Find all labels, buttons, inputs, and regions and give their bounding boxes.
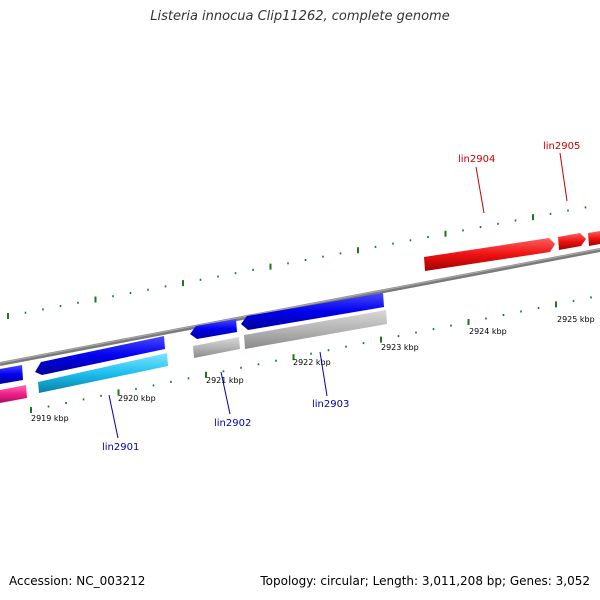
gene-label-lin2904[interactable]: lin2904	[458, 154, 495, 165]
tick-row-upper	[7, 206, 587, 319]
gene-lin2905-arrow[interactable]	[558, 233, 586, 250]
tick-label-2919: 2919 kbp	[31, 414, 69, 423]
tick-label-2923: 2923 kbp	[381, 343, 419, 352]
leader-lin2901	[108, 394, 119, 439]
gene-cyan-block[interactable]	[38, 353, 168, 393]
gene-gray-block-2[interactable]	[244, 310, 387, 349]
gene-label-lin2903[interactable]: lin2903	[312, 399, 349, 410]
gene-pink-block[interactable]	[0, 385, 27, 403]
leader-lin2904	[475, 166, 485, 214]
leader-lin2905	[559, 152, 568, 202]
tick-row-lower	[30, 296, 592, 413]
tick-label-2921: 2921 kbp	[206, 376, 244, 385]
gene-gray-block-1[interactable]	[193, 337, 240, 358]
genome-backbone	[0, 248, 600, 366]
gene-left-edge-arrow[interactable]	[0, 365, 23, 384]
accession-text: Accession: NC_003212	[9, 574, 146, 588]
genome-summary-text: Topology: circular; Length: 3,011,208 bp…	[260, 574, 590, 588]
gene-lin2902-arrow[interactable]	[190, 319, 237, 339]
gene-lin2904-arrow[interactable]	[424, 238, 555, 271]
leader-lin2903	[319, 351, 328, 397]
tick-label-2922: 2922 kbp	[293, 358, 331, 367]
gene-lin2901-arrow[interactable]	[35, 336, 165, 375]
gene-right-edge-red[interactable]	[588, 231, 600, 246]
gene-lin2903-arrow[interactable]	[241, 293, 384, 330]
tick-label-2920: 2920 kbp	[118, 394, 156, 403]
gene-label-lin2901[interactable]: lin2901	[102, 442, 139, 453]
tick-label-2925: 2925 kbp	[557, 315, 595, 324]
genome-title: Listeria innocua Clip11262, complete gen…	[150, 9, 450, 24]
gene-label-lin2905[interactable]: lin2905	[543, 141, 580, 152]
gene-label-lin2902[interactable]: lin2902	[214, 418, 251, 429]
leader-lin2902	[220, 371, 231, 415]
tick-label-2924: 2924 kbp	[469, 327, 507, 336]
